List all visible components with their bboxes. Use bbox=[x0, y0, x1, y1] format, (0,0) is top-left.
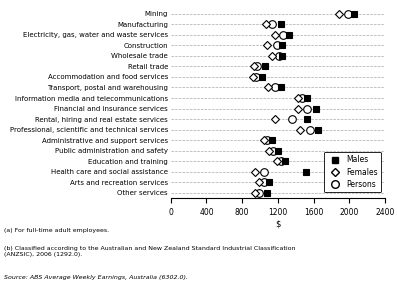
Text: (a) For full-time adult employees.: (a) For full-time adult employees. bbox=[4, 228, 109, 233]
X-axis label: $: $ bbox=[275, 220, 281, 229]
Text: Source: ABS Average Weekly Earnings, Australia (6302.0).: Source: ABS Average Weekly Earnings, Aus… bbox=[4, 275, 188, 280]
Text: (b) Classified according to the Australian and New Zealand Standard Industrial C: (b) Classified according to the Australi… bbox=[4, 246, 295, 257]
Legend: Males, Females, Persons: Males, Females, Persons bbox=[324, 152, 381, 192]
